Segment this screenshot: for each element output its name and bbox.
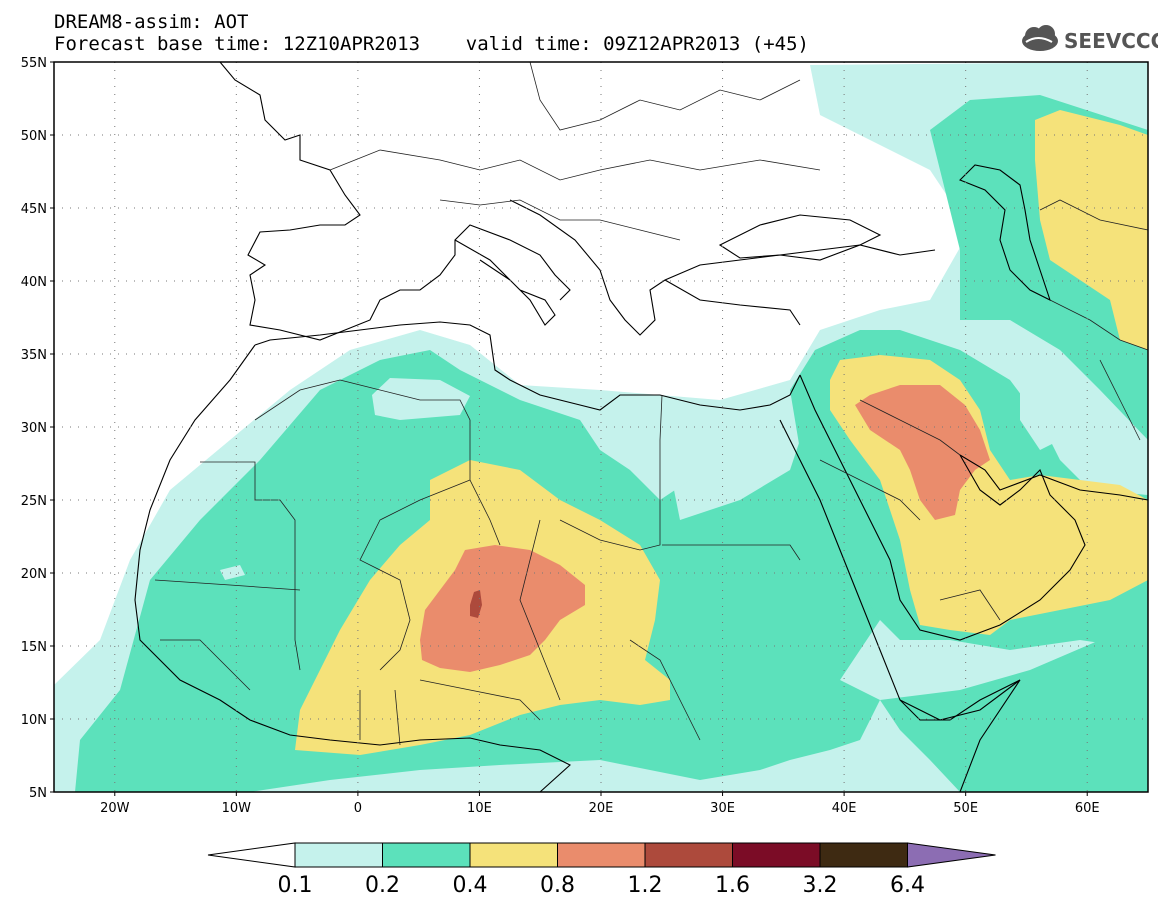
gridlines	[54, 62, 1148, 792]
colorbar-label: 6.4	[890, 873, 925, 898]
colorbar-over-arrow	[907, 842, 996, 868]
lat-label: 10N	[21, 713, 47, 728]
lat-label: 45N	[21, 202, 47, 217]
country-borders	[154, 62, 1148, 746]
colorbar-under-arrow	[207, 842, 296, 868]
latitude-labels: 55N 50N 45N 40N 35N 30N 25N 20N 15N 10N 5N	[21, 56, 47, 801]
lon-label: 50E	[953, 801, 978, 816]
lat-label: 40N	[21, 275, 47, 290]
coastlines	[134, 62, 1148, 792]
colorbar-labels: 0.1 0.2 0.4 0.8 1.2 1.6 3.2 6.4	[278, 873, 926, 898]
forecast-time-label: Forecast base time: 12Z10APR2013 valid t…	[54, 33, 809, 55]
lon-label: 10W	[222, 801, 252, 816]
colorbar-swatch	[732, 842, 821, 868]
aot-band-0.8-1.2	[420, 385, 990, 672]
lon-label: 20E	[589, 801, 614, 816]
lon-label: 30E	[710, 801, 735, 816]
logo-text: SEEVCCC	[1064, 29, 1158, 53]
colorbar-swatches	[207, 842, 996, 868]
colorbar-label: 0.2	[365, 873, 400, 898]
lon-label: 40E	[832, 801, 857, 816]
lat-label: 5N	[29, 786, 47, 801]
colorbar-label: 0.8	[540, 873, 575, 898]
lon-label: 0	[354, 801, 362, 816]
colorbar-swatch	[294, 842, 383, 868]
cloud-icon	[1022, 25, 1058, 51]
colorbar-swatch	[557, 842, 646, 868]
lat-label: 20N	[21, 567, 47, 582]
longitude-labels: 20W 10W 0 10E 20E 30E 40E 50E 60E	[100, 801, 1100, 816]
colorbar-label: 3.2	[803, 873, 838, 898]
map-title: DREAM8-assim: AOT	[54, 11, 249, 33]
colorbar-label: 0.1	[278, 873, 313, 898]
colorbar-swatch	[469, 842, 558, 868]
aot-band-1.2-1.6	[470, 590, 482, 618]
axis-ticks	[50, 61, 1088, 796]
lat-label: 55N	[21, 56, 47, 71]
lon-label: 10E	[467, 801, 492, 816]
colorbar-swatch	[819, 842, 908, 868]
lat-label: 30N	[21, 421, 47, 436]
colorbar-swatch	[382, 842, 471, 868]
colorbar-label: 1.2	[628, 873, 663, 898]
colorbar-label: 0.4	[453, 873, 488, 898]
colorbar-label: 1.6	[715, 873, 750, 898]
seevccc-logo: SEEVCCC	[1022, 25, 1158, 53]
lat-label: 25N	[21, 494, 47, 509]
lat-label: 35N	[21, 348, 47, 363]
lon-label: 60E	[1075, 801, 1100, 816]
lat-label: 50N	[21, 129, 47, 144]
colorbar-swatch	[644, 842, 733, 868]
lat-label: 15N	[21, 640, 47, 655]
lon-label: 20W	[100, 801, 130, 816]
